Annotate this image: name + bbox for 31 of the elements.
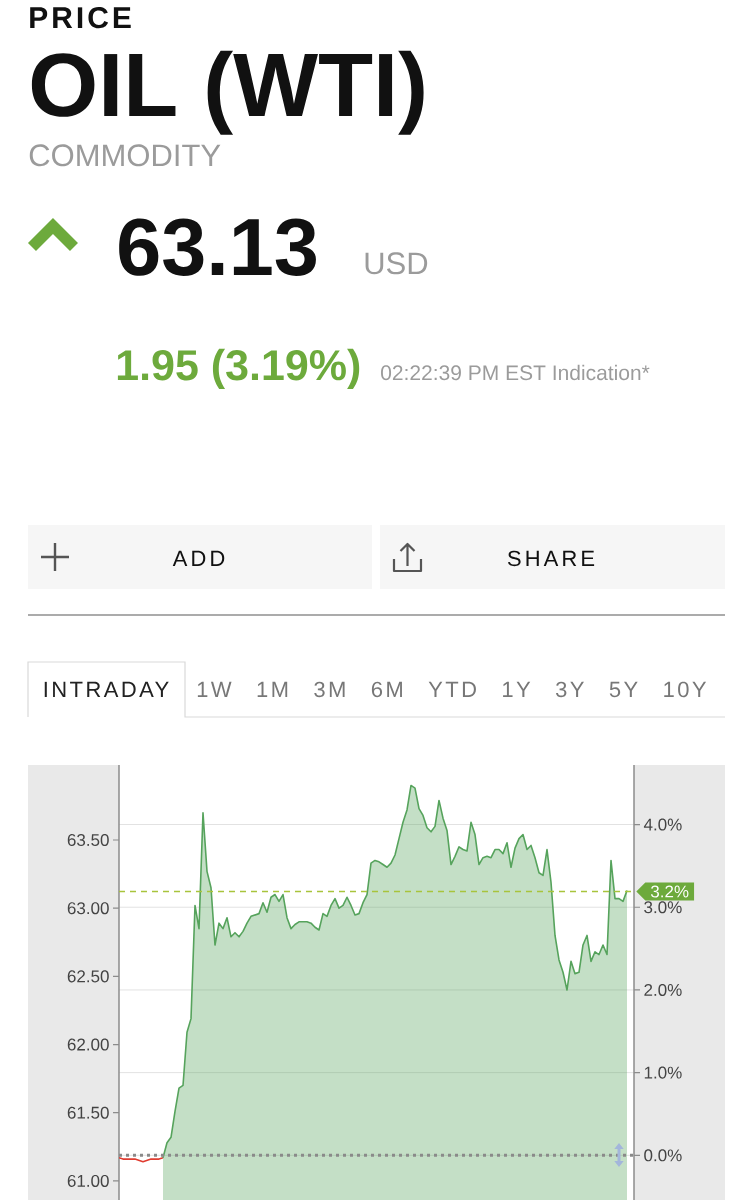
- text: 3Y: [555, 681, 584, 698]
- y2-tick-label: 3.0%: [644, 901, 682, 914]
- y2-tick-label: 0.0%: [644, 1149, 682, 1162]
- text: 63.13: [119, 218, 316, 276]
- text: 3M: [314, 681, 345, 698]
- text: 02:22:39 PM EST Indication*: [381, 364, 650, 381]
- text: ADD: [172, 550, 225, 566]
- text: USD: [365, 252, 428, 275]
- text: 1M: [257, 681, 288, 697]
- y-tick-label: 63.50: [67, 833, 109, 847]
- y-tick-label: 63.00: [67, 902, 109, 915]
- text: 5Y: [609, 681, 638, 698]
- text: 1.95 (3.19%): [117, 348, 360, 389]
- text: 1Y: [503, 681, 531, 697]
- chart-title: OIL (WTI): [31, 50, 424, 135]
- y2-tick-label: 4.0%: [643, 818, 682, 831]
- chart-subtitle: COMMODITY: [29, 144, 221, 167]
- text: PRICE: [30, 7, 131, 29]
- text: 10Y: [664, 681, 707, 698]
- y-tick-label: 62.00: [67, 1038, 109, 1051]
- text: YTD: [428, 681, 476, 697]
- y-tick-label: 61.50: [67, 1106, 109, 1119]
- ref-line-label: 3.2%: [650, 885, 689, 898]
- y-tick-label: 61.00: [67, 1174, 109, 1187]
- text: 6M: [371, 681, 402, 698]
- y-tick-label: 62.50: [67, 970, 109, 983]
- text: SHARE: [507, 550, 595, 567]
- text: 1W: [197, 681, 232, 697]
- y2-tick-label: 1.0%: [644, 1066, 682, 1079]
- text: INTRADAY: [44, 681, 169, 697]
- y2-tick-label: 2.0%: [644, 983, 682, 996]
